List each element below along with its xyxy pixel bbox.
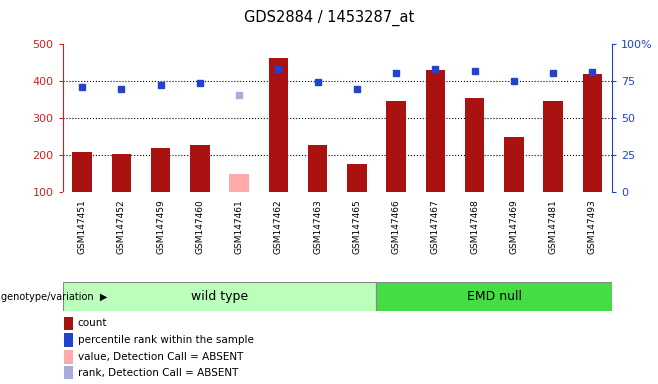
Text: genotype/variation  ▶: genotype/variation ▶ (1, 291, 108, 302)
Text: GSM147481: GSM147481 (549, 199, 557, 254)
Bar (64, 316, 73, 330)
Text: GDS2884 / 1453287_at: GDS2884 / 1453287_at (244, 10, 414, 26)
Text: value, Detection Call = ABSENT: value, Detection Call = ABSENT (78, 352, 243, 362)
Bar (544, 101, 563, 192)
Bar (426, 70, 445, 192)
Text: GSM147463: GSM147463 (313, 199, 322, 254)
Text: GSM147462: GSM147462 (274, 199, 283, 254)
Text: percentile rank within the sample: percentile rank within the sample (78, 335, 253, 345)
Text: EMD null: EMD null (467, 290, 522, 303)
Bar (151, 148, 170, 192)
Text: GSM147467: GSM147467 (431, 199, 440, 254)
Text: GSM147493: GSM147493 (588, 199, 597, 254)
Bar (386, 101, 406, 192)
Bar (190, 145, 210, 192)
Text: GSM147465: GSM147465 (352, 199, 361, 254)
Bar (112, 154, 131, 192)
Bar (63, 282, 376, 311)
Text: GSM147469: GSM147469 (509, 199, 519, 254)
Bar (347, 164, 367, 192)
Bar (64, 333, 73, 347)
Bar (72, 152, 92, 192)
Text: GSM147459: GSM147459 (156, 199, 165, 254)
Bar (64, 350, 73, 364)
Text: rank, Detection Call = ABSENT: rank, Detection Call = ABSENT (78, 367, 238, 377)
Text: GSM147460: GSM147460 (195, 199, 205, 254)
Bar (308, 145, 328, 192)
Text: count: count (78, 318, 107, 328)
Bar (376, 282, 612, 311)
Text: wild type: wild type (191, 290, 248, 303)
Text: GSM147451: GSM147451 (78, 199, 87, 254)
Text: GSM147466: GSM147466 (392, 199, 401, 254)
Text: GSM147452: GSM147452 (117, 199, 126, 254)
Bar (64, 366, 73, 379)
Bar (582, 74, 602, 192)
Bar (504, 137, 524, 192)
Bar (268, 58, 288, 192)
Bar (229, 174, 249, 192)
Text: GSM147468: GSM147468 (470, 199, 479, 254)
Bar (465, 98, 484, 192)
Text: GSM147461: GSM147461 (235, 199, 243, 254)
